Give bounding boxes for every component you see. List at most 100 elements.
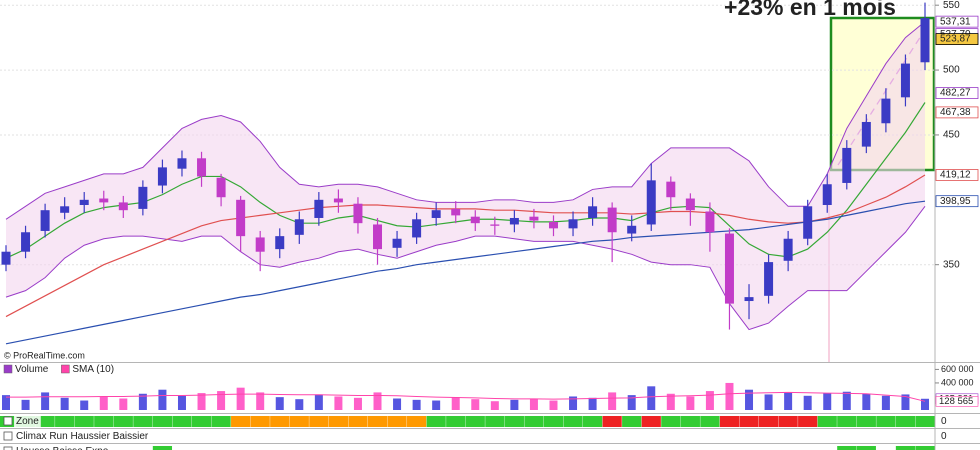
panel-value: 0 [941, 416, 947, 427]
volume-bar [823, 393, 832, 410]
volume-bar [608, 392, 617, 410]
candle-body [861, 121, 871, 147]
volume-bar [569, 396, 578, 410]
strip-block [778, 416, 798, 427]
candle-body [627, 225, 637, 234]
strip-block [739, 416, 759, 427]
strip-block [35, 416, 55, 427]
volume-bar [764, 394, 773, 410]
strip-block [367, 416, 388, 427]
strip-block [328, 416, 349, 427]
strip-block [231, 416, 251, 427]
candle-body [685, 198, 695, 211]
candle-body [588, 206, 598, 218]
strip-block [915, 416, 935, 427]
candle-body [373, 224, 383, 250]
strip-block [348, 416, 368, 427]
panel-label: Zone [16, 416, 39, 427]
candle-body [509, 217, 519, 225]
volume-bar [334, 396, 343, 410]
volume-bar [686, 396, 695, 410]
volume-bar [432, 400, 441, 410]
volume-bar [393, 398, 402, 410]
strip-block [622, 416, 642, 427]
candle-body [548, 221, 558, 229]
price-badge-label: 537,31 [940, 16, 971, 27]
candle-body [40, 210, 50, 231]
volume-bar [373, 392, 382, 410]
strip-block [74, 416, 94, 427]
volume-bar [901, 394, 910, 410]
candle-body [842, 147, 852, 183]
price-badge-label: 398,95 [940, 196, 971, 207]
strip-block [465, 416, 485, 427]
strip-block [211, 416, 231, 427]
volume-bar [627, 395, 636, 410]
strip-block [817, 416, 837, 427]
strip-block [758, 416, 779, 427]
candle-body [118, 202, 128, 211]
strip-block [113, 416, 133, 427]
candle-body [744, 297, 754, 302]
strip-block [426, 416, 446, 427]
moving-average [5, 200, 926, 345]
strip-block [582, 416, 603, 427]
price-badge [935, 33, 979, 45]
volume-bar [197, 393, 206, 410]
panel-icon [3, 416, 13, 426]
y-tick-label: 450 [943, 130, 960, 141]
strip-block [270, 416, 290, 427]
strip-block [191, 416, 212, 427]
price-badge-label: 419,12 [940, 170, 971, 181]
strip-block [719, 416, 740, 427]
volume-bar [784, 392, 793, 410]
panel-value: 0 [941, 431, 947, 442]
strip-block [446, 416, 466, 427]
candle-body [431, 210, 441, 218]
candle-body [783, 238, 793, 261]
strip-block [387, 416, 407, 427]
candle-body [216, 177, 226, 198]
candle-body [333, 198, 343, 203]
y-tick-label: 500 [943, 65, 960, 76]
candle-body [21, 232, 31, 252]
volume-bar [490, 401, 499, 410]
band-line [5, 206, 926, 331]
volume-bar [314, 394, 323, 410]
volume-bar [119, 398, 128, 410]
volume-bar [295, 399, 304, 410]
moving-average [5, 174, 926, 318]
candle-body [764, 262, 774, 296]
volume-bar [138, 393, 147, 410]
strip-block [856, 446, 876, 450]
candle-body [255, 237, 265, 252]
panel-icon [3, 431, 13, 441]
volume-bar [412, 399, 421, 410]
candle-body [568, 219, 578, 229]
volume-bar [60, 397, 69, 410]
candle-body [60, 206, 70, 213]
volume-bar [158, 389, 167, 410]
strip-block [700, 416, 720, 427]
strip-block [543, 416, 564, 427]
volume-bar [217, 391, 226, 410]
legend-label: SMA (10) [72, 364, 114, 375]
volume-bar [921, 398, 929, 410]
volume-bar [745, 389, 754, 410]
volume-bar [549, 400, 558, 410]
strip-block [876, 416, 896, 427]
candle-body [1, 251, 11, 265]
annotation: +23% en 1 mois [724, 0, 896, 20]
volume-bar [80, 400, 89, 410]
candle-body [392, 238, 402, 248]
strip-block [152, 416, 173, 427]
strip-block [309, 416, 329, 427]
volume-bar [510, 399, 519, 410]
candle-body [607, 207, 617, 233]
legend-swatch [3, 364, 13, 374]
source: © ProRealTime.com [4, 350, 85, 360]
strip-block [641, 416, 661, 427]
y-tick-label: 550 [943, 0, 960, 11]
volume-bar [21, 399, 30, 410]
candle-body [353, 203, 363, 224]
